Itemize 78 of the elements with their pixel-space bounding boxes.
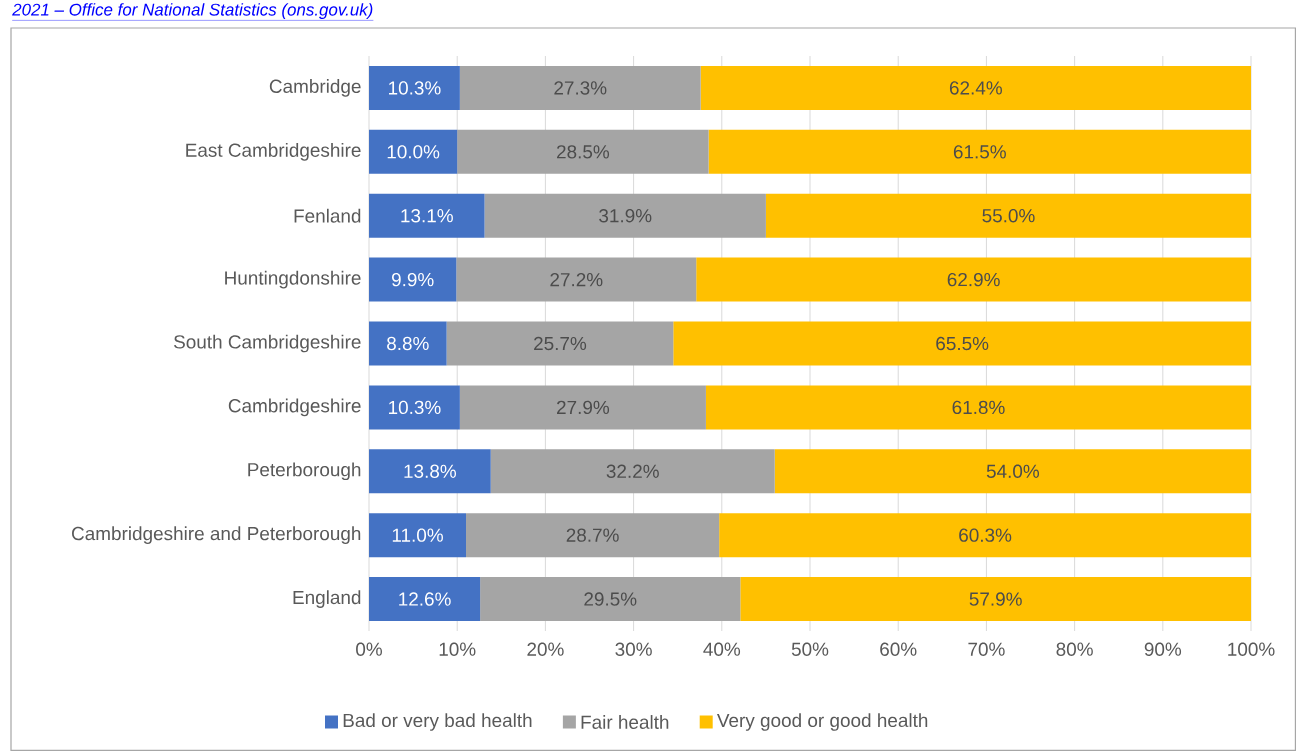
y-tick-label: England — [293, 590, 361, 608]
data-label: 28.5% — [557, 145, 610, 159]
x-tick-label: 50% — [791, 642, 829, 656]
data-label: 31.9% — [599, 209, 652, 223]
data-label: 61.5% — [953, 145, 1006, 159]
y-tick-label: Huntingdonshire — [225, 270, 361, 289]
x-tick-label: 70% — [968, 642, 1005, 656]
y-tick-label: East Cambridgeshire — [186, 143, 361, 161]
data-label: 11.0% — [392, 528, 443, 542]
x-tick-label: 30% — [615, 642, 652, 656]
data-label: 61.8% — [952, 400, 1005, 415]
bar — [700, 65, 1252, 110]
bar — [457, 129, 709, 174]
bar — [456, 257, 697, 302]
data-label: 54.0% — [986, 464, 1040, 478]
data-label: 13.8% — [404, 464, 457, 478]
bar — [446, 321, 674, 366]
y-tick-label: Fenland — [294, 208, 361, 223]
bar — [466, 513, 720, 558]
bar — [740, 577, 1252, 622]
y-tick-label: Peterborough — [248, 462, 361, 481]
data-label: 28.7% — [566, 528, 619, 542]
bar — [459, 385, 706, 430]
bar — [369, 513, 467, 558]
y-tick-label: Cambridgeshire — [228, 398, 361, 417]
bar — [480, 577, 741, 622]
data-label: 62.4% — [949, 81, 1002, 95]
bar — [484, 193, 766, 238]
bar — [708, 129, 1252, 174]
bar — [719, 513, 1252, 558]
bar — [369, 577, 481, 622]
data-label: 57.9% — [969, 592, 1022, 606]
data-label: 25.7% — [534, 336, 587, 351]
y-tick-label: Cambridge — [269, 79, 361, 97]
data-label: 27.3% — [554, 81, 607, 95]
data-label: 13.1% — [401, 209, 453, 223]
bar — [369, 193, 485, 238]
bar — [369, 129, 458, 174]
bar — [459, 65, 701, 110]
bar — [369, 65, 460, 110]
data-label: 32.2% — [606, 464, 659, 478]
bar — [696, 257, 1252, 302]
data-label: 55.0% — [982, 209, 1035, 223]
x-tick-label: 60% — [880, 642, 917, 656]
x-tick-label: 20% — [527, 642, 564, 656]
text: 2021 – Office for National Statistics (ons.gov.uk) — [12, 3, 373, 19]
x-tick-label: 0% — [356, 642, 382, 656]
x-tick-label: 80% — [1056, 642, 1093, 656]
data-label: 10.3% — [389, 400, 441, 415]
data-label: 27.2% — [550, 272, 603, 287]
x-tick-label: 90% — [1144, 642, 1182, 656]
data-label: 62.9% — [947, 272, 1000, 287]
data-label: 10.3% — [389, 81, 441, 95]
legend-label: Fair health — [581, 715, 669, 729]
data-label: 65.5% — [936, 336, 989, 351]
bar — [490, 449, 775, 494]
x-tick-label: 40% — [703, 642, 741, 656]
y-tick-label: Cambridgeshire and Peterborough — [72, 526, 361, 544]
bar — [369, 449, 491, 494]
bar — [369, 385, 460, 430]
data-label: 9.9% — [391, 272, 434, 287]
x-tick-label: 10% — [439, 642, 476, 656]
data-label: 12.6% — [399, 592, 451, 606]
bar — [705, 385, 1252, 430]
bar — [369, 321, 447, 366]
data-label: 29.5% — [584, 592, 637, 606]
data-label: 60.3% — [959, 528, 1012, 542]
data-label: 10.0% — [387, 145, 440, 159]
legend-label: Very good or good health — [716, 713, 928, 731]
bar — [369, 257, 457, 302]
y-tick-label: South Cambridgeshire — [174, 334, 361, 353]
data-label: 8.8% — [387, 336, 429, 351]
data-label: 27.9% — [557, 400, 610, 415]
bar — [774, 449, 1252, 494]
bar — [673, 321, 1252, 366]
legend-label: Bad or very bad health — [343, 713, 532, 731]
x-tick-label: 100% — [1228, 642, 1275, 656]
bar — [765, 193, 1252, 238]
